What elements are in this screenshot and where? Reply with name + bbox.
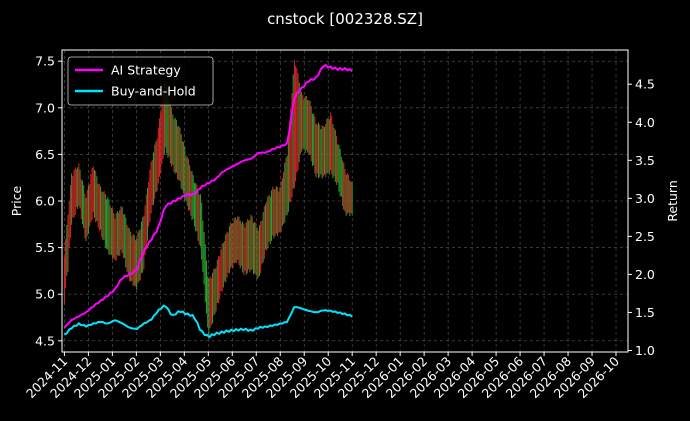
return-tick-label: 1.0 [635,343,655,358]
series-line-ai-strategy [63,63,353,329]
price-axis-label: Price [9,185,24,216]
price-tick-label: 7.5 [35,54,55,69]
return-lines [63,63,353,339]
legend-entry: AI Strategy [111,63,181,78]
legend-entry: Buy-and-Hold [111,84,196,99]
price-tick-label: 4.5 [35,333,55,348]
price-tick-label: 5.0 [35,287,55,302]
legend: AI Strategy Buy-and-Hold [67,56,214,106]
return-tick-label: 1.5 [635,305,655,320]
price-tick-label: 6.5 [35,147,55,162]
return-tick-label: 2.5 [635,229,655,244]
return-axis: 1.0 1.5 2.0 2.5 3.0 3.5 4.0 4.5 [628,77,655,358]
price-candles [63,59,353,336]
return-tick-label: 4.0 [635,115,655,130]
return-tick-label: 3.5 [635,153,655,168]
price-axis: 4.5 5.0 5.5 6.0 6.5 7.0 7.5 [35,54,62,348]
date-axis: 2024-112024-122025-012025-022025-032025-… [23,352,622,401]
series-line-buy-and-hold [64,304,353,339]
legend-box [67,56,214,106]
price-tick-label: 6.0 [35,194,55,209]
price-tick-label: 5.5 [35,240,55,255]
return-tick-label: 3.0 [635,191,655,206]
return-axis-label: Return [665,180,680,221]
return-tick-label: 2.0 [635,267,655,282]
return-tick-label: 4.5 [635,77,655,92]
chart-title: cnstock [002328.SZ] [267,10,423,28]
price-tick-label: 7.0 [35,100,55,115]
